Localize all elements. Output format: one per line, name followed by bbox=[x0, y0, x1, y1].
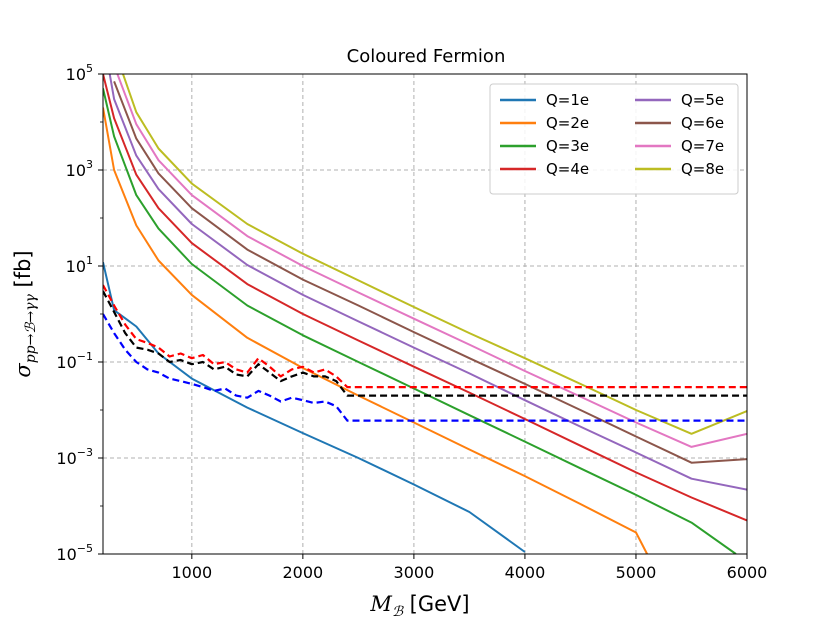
legend-entry: Q=7e bbox=[681, 137, 724, 155]
legend: Q=1e Q=2e Q=3e Q=4e Q=5e Q=6e Q=7e Q=8e bbox=[489, 83, 739, 195]
y-tick-label: 10−5 bbox=[56, 542, 93, 564]
series-line-3 bbox=[103, 74, 747, 522]
y-tick-label: 101 bbox=[66, 254, 93, 276]
y-axis: 10−5 10−3 10−1 101 103 105 bbox=[56, 62, 103, 564]
series-line-0 bbox=[103, 261, 526, 553]
x-axis: 1000 2000 3000 4000 5000 6000 bbox=[171, 554, 767, 582]
legend-entry: Q=3e bbox=[546, 137, 589, 155]
legend-entry: Q=8e bbox=[681, 160, 724, 178]
x-tick-label: 2000 bbox=[283, 563, 324, 582]
series-line-6 bbox=[116, 74, 747, 448]
x-tick-label: 5000 bbox=[616, 563, 657, 582]
series-line-2 bbox=[103, 88, 737, 554]
legend-entry: Q=4e bbox=[546, 160, 589, 178]
x-tick-label: 6000 bbox=[727, 563, 768, 582]
y-tick-label: 10−3 bbox=[56, 446, 93, 468]
legend-entry: Q=2e bbox=[546, 114, 589, 132]
legend-entry: Q=6e bbox=[681, 114, 724, 132]
series-line-9 bbox=[103, 290, 747, 397]
y-tick-label: 10−1 bbox=[56, 350, 93, 372]
y-axis-label: σpp→ℬ→γγ [fb] bbox=[11, 250, 39, 377]
x-tick-label: 1000 bbox=[171, 563, 212, 582]
legend-entry: Q=5e bbox=[681, 91, 724, 109]
series-line-8 bbox=[103, 284, 747, 389]
series-line-5 bbox=[113, 81, 747, 464]
legend-box bbox=[489, 83, 739, 195]
series-line-1 bbox=[103, 107, 648, 554]
series-group bbox=[103, 74, 747, 554]
legend-entry: Q=1e bbox=[546, 91, 589, 109]
chart-title: Coloured Fermion bbox=[347, 46, 506, 67]
series-line-10 bbox=[103, 313, 747, 422]
y-tick-label: 105 bbox=[66, 62, 93, 84]
x-axis-label: Mℬ [GeV] bbox=[369, 592, 469, 620]
y-tick-label: 103 bbox=[66, 158, 93, 180]
x-tick-label: 3000 bbox=[394, 563, 435, 582]
series-line-4 bbox=[108, 74, 747, 491]
series-line-7 bbox=[122, 74, 747, 435]
x-tick-label: 4000 bbox=[505, 563, 546, 582]
